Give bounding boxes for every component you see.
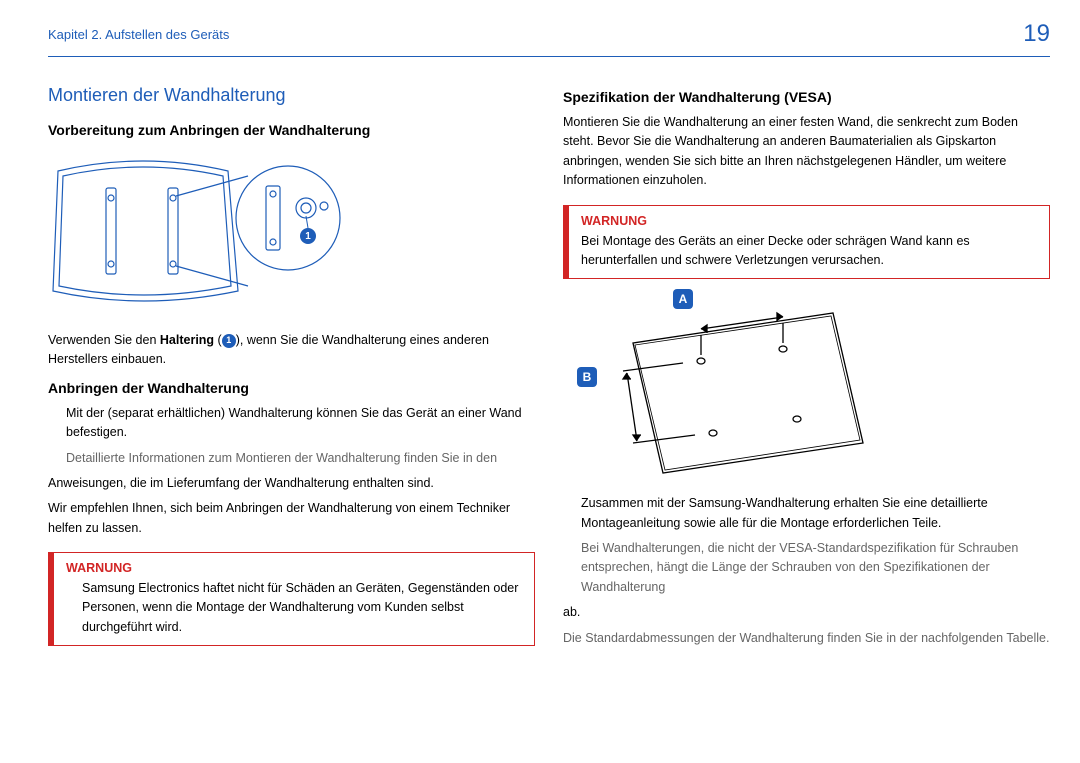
right-p2: Zusammen mit der Samsung-Wandhalterung e… — [581, 494, 1050, 533]
left-sub1: Vorbereitung zum Anbringen der Wandhalte… — [48, 122, 535, 138]
right-p4: Die Standardabmessungen der Wandhalterun… — [563, 629, 1050, 648]
right-p3b: ab. — [563, 603, 1050, 622]
warning-title: WARNUNG — [66, 561, 522, 575]
left-p2: Mit der (separat erhältlichen) Wandhalte… — [66, 404, 535, 443]
warning-title: WARNUNG — [581, 214, 1037, 228]
prep-diagram: 1 — [48, 146, 368, 321]
text-fragment: ( — [214, 333, 222, 347]
left-bulleted: Mit der (separat erhältlichen) Wandhalte… — [66, 404, 535, 474]
text-strong: Haltering — [160, 333, 214, 347]
warning-text: Bei Montage des Geräts an einer Decke od… — [581, 232, 1037, 271]
left-p1: Verwenden Sie den Haltering (1), wenn Si… — [48, 331, 535, 370]
vesa-diagram — [583, 293, 903, 483]
vesa-diagram-wrap: A B — [583, 293, 1050, 488]
label-a-badge: A — [673, 289, 693, 309]
chapter-label: Kapitel 2. Aufstellen des Geräts — [48, 27, 229, 42]
right-p3a: Bei Wandhalterungen, die nicht der VESA-… — [581, 539, 1050, 597]
text-fragment: Verwenden Sie den — [48, 333, 160, 347]
right-bulleted: Zusammen mit der Samsung-Wandhalterung e… — [581, 494, 1050, 603]
svg-text:1: 1 — [305, 231, 311, 242]
page-number: 19 — [1023, 20, 1050, 48]
right-warning-box: WARNUNG Bei Montage des Geräts an einer … — [563, 205, 1050, 280]
page-header: Kapitel 2. Aufstellen des Geräts 19 — [0, 0, 1080, 56]
left-p3: Detaillierte Informationen zum Montieren… — [66, 449, 535, 468]
label-b-badge: B — [577, 367, 597, 387]
right-p1: Montieren Sie die Wandhalterung an einer… — [563, 113, 1050, 191]
left-column: Montieren der Wandhalterung Vorbereitung… — [48, 85, 535, 763]
page-root: Kapitel 2. Aufstellen des Geräts 19 Mont… — [0, 0, 1080, 763]
right-sub1: Spezifikation der Wandhalterung (VESA) — [563, 89, 1050, 105]
left-sub2: Anbringen der Wandhalterung — [48, 380, 535, 396]
right-column: Spezifikation der Wandhalterung (VESA) M… — [563, 85, 1050, 763]
marker-1-icon: 1 — [222, 334, 236, 348]
left-p4: Anweisungen, die im Lieferumfang der Wan… — [48, 474, 535, 493]
section-title: Montieren der Wandhalterung — [48, 85, 535, 106]
left-p5: Wir empfehlen Ihnen, sich beim Anbringen… — [48, 499, 535, 538]
warning-text: Samsung Electronics haftet nicht für Sch… — [82, 579, 522, 637]
left-warning-box: WARNUNG Samsung Electronics haftet nicht… — [48, 552, 535, 646]
content-columns: Montieren der Wandhalterung Vorbereitung… — [0, 57, 1080, 763]
